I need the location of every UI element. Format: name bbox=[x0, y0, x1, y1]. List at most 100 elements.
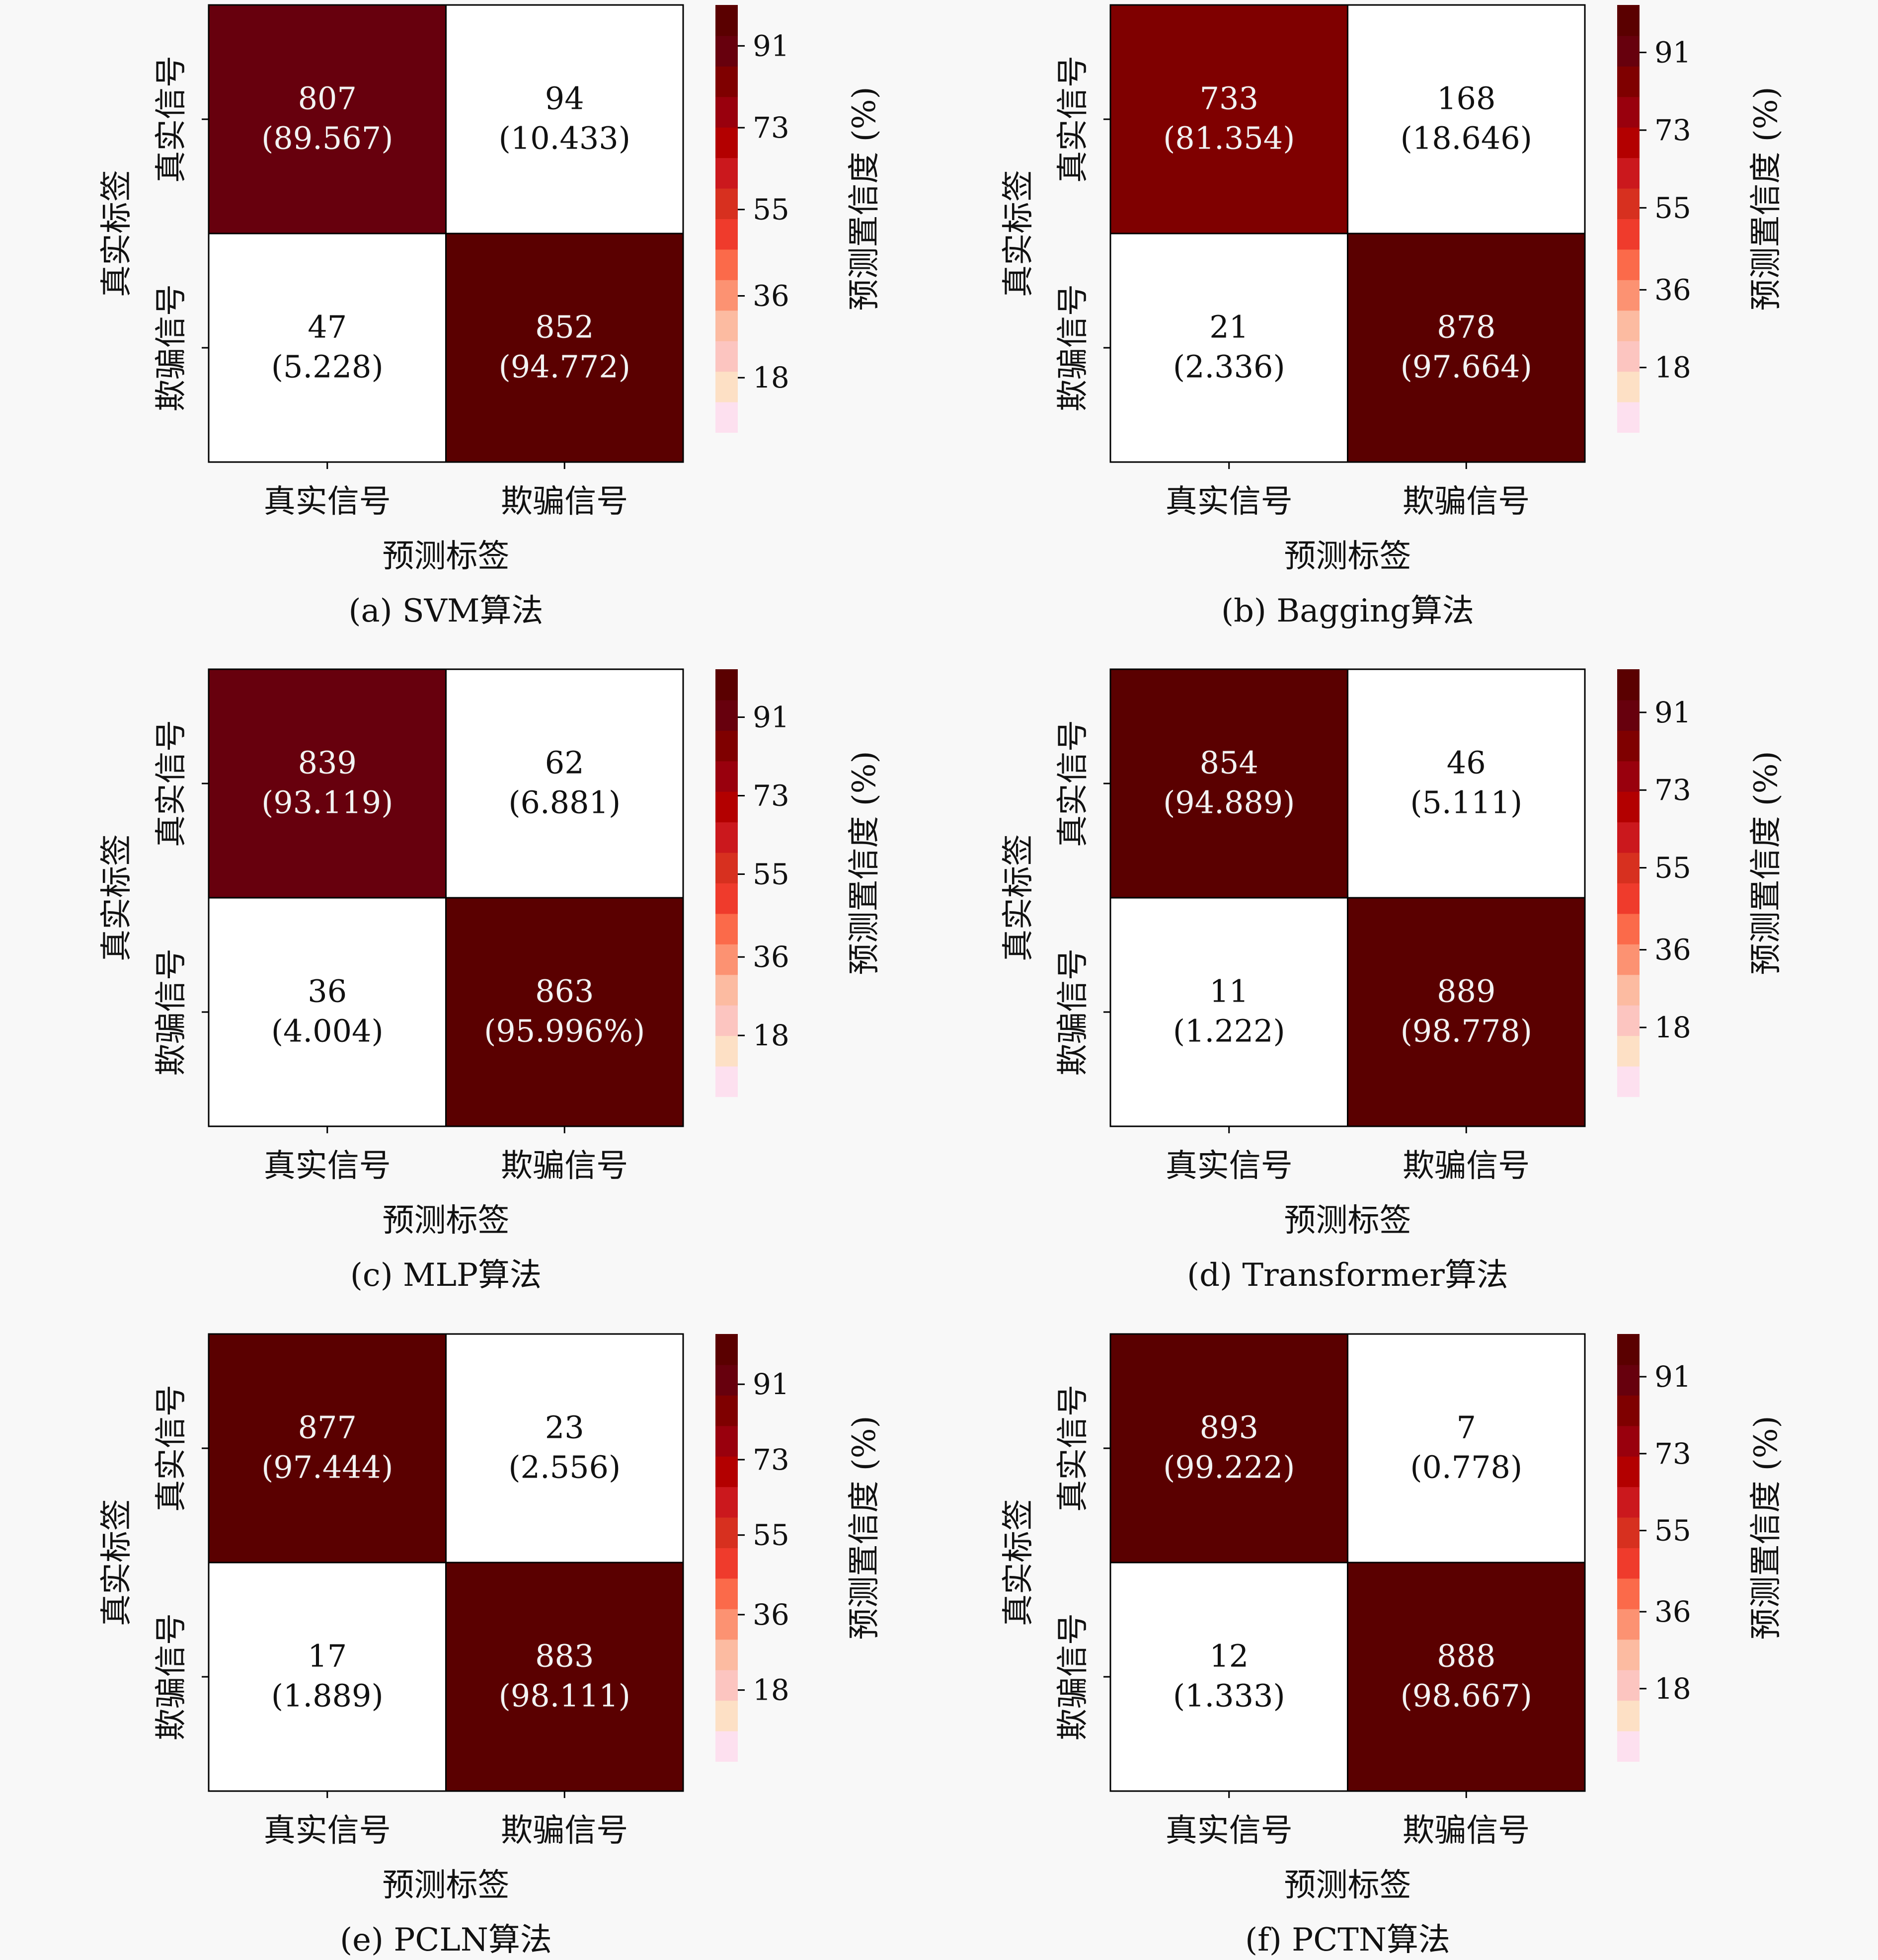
cell-percent: (81.354) bbox=[1163, 120, 1295, 157]
cell-percent: (95.996%) bbox=[484, 1013, 645, 1049]
colorbar-segment bbox=[1617, 913, 1640, 944]
matrix-cell-1-1 bbox=[1347, 233, 1586, 463]
matrix-cell-1-0 bbox=[1109, 897, 1348, 1127]
colorbar-label: 预测置信度 (%) bbox=[1748, 86, 1785, 311]
colorbar-segment bbox=[1617, 1005, 1640, 1036]
colorbar-label: 预测置信度 (%) bbox=[846, 751, 883, 975]
matrix-frame bbox=[208, 1333, 684, 1792]
matrix-cell-0-0 bbox=[1109, 4, 1348, 235]
colorbar-segment bbox=[1617, 1487, 1640, 1518]
matrix-cell-0-1 bbox=[1347, 1333, 1586, 1564]
x-tick-label: 真实信号 bbox=[1166, 1812, 1293, 1849]
cell-percent: (5.111) bbox=[1410, 784, 1522, 821]
panel-b: 733(81.354) 168(18.646) 21 (2.336) 878 (97.66… bbox=[1000, 4, 1785, 629]
y-tick-label: 欺骗信号 bbox=[1055, 1613, 1092, 1740]
colorbar-segment bbox=[715, 1669, 738, 1701]
matrix-cell-0-1 bbox=[445, 1333, 684, 1564]
colorbar-tick-label: 36 bbox=[753, 940, 789, 974]
colorbar-segment bbox=[1617, 5, 1640, 36]
x-tick-label: 真实信号 bbox=[264, 483, 391, 520]
colorbar-tick-label: 18 bbox=[1654, 1672, 1691, 1706]
matrix-cell-1-0 bbox=[208, 1562, 447, 1792]
colorbar-tick-label: 73 bbox=[753, 779, 789, 812]
colorbar-segment bbox=[1617, 1066, 1640, 1097]
x-axis-label: 预测标签 bbox=[383, 538, 510, 575]
x-axis-label: 预测标签 bbox=[383, 1867, 510, 1904]
colorbar-segment bbox=[715, 1364, 738, 1396]
cell-percent: (6.881) bbox=[508, 784, 621, 821]
cell-count: 94 bbox=[545, 80, 584, 117]
matrix-cell-1-1 bbox=[1347, 1562, 1586, 1792]
colorbar-segment bbox=[715, 883, 738, 914]
colorbar-segment bbox=[1617, 1639, 1640, 1670]
cell-count: 888 bbox=[1437, 1638, 1495, 1674]
cell-percent: (93.119) bbox=[261, 784, 393, 821]
colorbar-segment bbox=[1617, 700, 1640, 731]
colorbar-segment bbox=[1617, 1548, 1640, 1579]
colorbar-segment bbox=[715, 1517, 738, 1548]
y-axis-label: 真实标签 bbox=[1000, 170, 1037, 297]
colorbar-segment bbox=[1617, 1334, 1640, 1365]
cell-count: 883 bbox=[535, 1638, 594, 1674]
matrix-cell-1-1 bbox=[445, 897, 684, 1127]
cell-count: 839 bbox=[298, 745, 357, 781]
cell-count: 877 bbox=[298, 1410, 357, 1446]
y-tick-label: 欺骗信号 bbox=[153, 1613, 190, 1740]
colorbar-segment bbox=[715, 1487, 738, 1518]
y-tick-label: 真实信号 bbox=[1055, 720, 1092, 847]
colorbar-segment bbox=[1617, 310, 1640, 341]
colorbar-segment bbox=[715, 249, 738, 280]
matrix-frame bbox=[208, 4, 684, 463]
colorbar-tick-label: 55 bbox=[1654, 191, 1691, 225]
colorbar-label: 预测置信度 (%) bbox=[846, 86, 883, 311]
colorbar-tick-label: 18 bbox=[1654, 1011, 1691, 1044]
colorbar-segment bbox=[1617, 371, 1640, 402]
colorbar-segment bbox=[715, 1578, 738, 1609]
colorbar-segment bbox=[715, 1548, 738, 1579]
cell-percent: (18.646) bbox=[1401, 120, 1532, 157]
x-axis-label: 预测标签 bbox=[1284, 538, 1411, 575]
colorbar-segment bbox=[715, 1700, 738, 1731]
x-tick-label: 欺骗信号 bbox=[1403, 483, 1530, 520]
matrix-cell-0-1 bbox=[1347, 4, 1586, 235]
colorbar-tick-label: 36 bbox=[1654, 933, 1691, 967]
colorbar-segment bbox=[1617, 1035, 1640, 1067]
colorbar-segment bbox=[715, 1066, 738, 1097]
colorbar-segment bbox=[1617, 35, 1640, 67]
y-tick-label: 欺骗信号 bbox=[153, 284, 190, 411]
colorbar-segment bbox=[715, 852, 738, 883]
colorbar-segment bbox=[715, 5, 738, 36]
cell-count: 168 bbox=[1437, 80, 1495, 117]
panel-d: 854(94.889) 46(5.111) 11(1.222) 889(98.778)… bbox=[1000, 668, 1785, 1294]
cell-percent: (1.222) bbox=[1173, 1013, 1285, 1049]
x-axis-label: 预测标签 bbox=[1284, 1867, 1411, 1904]
colorbar-segment bbox=[1617, 1700, 1640, 1731]
colorbar-segment bbox=[1617, 1730, 1640, 1762]
x-axis-label: 预测标签 bbox=[1284, 1202, 1411, 1239]
panel-c: 839(93.119)62(6.881)36(4.004)863(95.996%… bbox=[98, 668, 883, 1294]
colorbar-segment bbox=[1617, 66, 1640, 97]
cell-count: 36 bbox=[308, 973, 347, 1010]
cell-percent: (98.778) bbox=[1401, 1013, 1532, 1049]
colorbar-segment bbox=[715, 1334, 738, 1365]
colorbar-tick-label: 55 bbox=[753, 857, 789, 891]
matrix-frame bbox=[1109, 668, 1586, 1127]
colorbar-tick-label: 36 bbox=[753, 1598, 789, 1632]
matrix-cell-0-1 bbox=[445, 4, 684, 235]
colorbar-segment bbox=[715, 96, 738, 128]
colorbar-tick-label: 18 bbox=[753, 361, 789, 394]
colorbar-segment bbox=[1617, 1425, 1640, 1457]
colorbar-segment bbox=[715, 1730, 738, 1762]
cell-percent: (99.222) bbox=[1163, 1449, 1295, 1486]
cell-count: 17 bbox=[308, 1638, 347, 1674]
colorbar-segment bbox=[1617, 249, 1640, 280]
cell-percent: (98.111) bbox=[499, 1678, 630, 1714]
colorbar-segment bbox=[715, 913, 738, 944]
colorbar-tick-label: 55 bbox=[1654, 851, 1691, 885]
panel-e: 877(97.444) 23(2.556) 17 (1.889) 883 (98.111)… bbox=[98, 1333, 883, 1959]
colorbar-segment bbox=[1617, 852, 1640, 883]
colorbar-tick-label: 91 bbox=[753, 701, 789, 734]
cell-percent: (97.444) bbox=[261, 1449, 393, 1486]
matrix-frame bbox=[1109, 4, 1586, 463]
